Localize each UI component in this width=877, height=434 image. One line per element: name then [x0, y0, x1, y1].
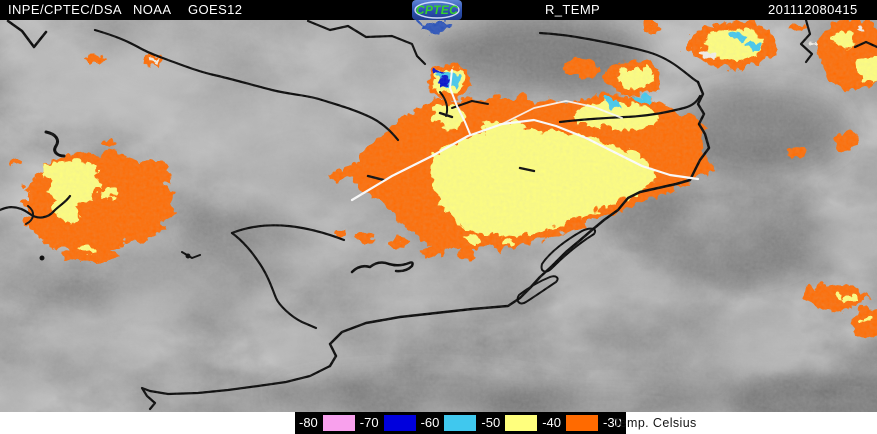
product-label: R_TEMP [545, 2, 601, 17]
scale-title: Temp. Celsius [613, 416, 697, 430]
scale-swatch-yellow [505, 415, 538, 431]
scale-label: -30 [602, 415, 622, 430]
cptec-logo-ellipse [414, 1, 460, 19]
scale-swatch-orange [565, 415, 598, 431]
timestamp-label: 201112080415 [768, 2, 858, 17]
scale-label: -40 [542, 415, 561, 430]
cptec-logo: CPTEC [412, 0, 462, 20]
scale-label: -50 [481, 415, 501, 430]
cptec-logo-text: CPTEC [415, 3, 459, 17]
scale-swatch-pink [322, 415, 355, 431]
scale-swatch-blue [383, 415, 416, 431]
scale-label: -60 [420, 415, 440, 430]
agency-label: INPE/CPTEC/DSA [8, 2, 122, 17]
temperature-scale: -80 -70 -60 -50 -40 -30 [295, 412, 626, 434]
scale-label: -70 [359, 415, 379, 430]
scale-swatch-cyan [444, 415, 477, 431]
header-bar: INPE/CPTEC/DSA NOAA GOES12 CPTEC R_TEMP … [0, 0, 877, 20]
legend-bar: -80 -70 -60 -50 -40 -30 Temp. Celsius [0, 412, 877, 434]
network-label: NOAA [133, 2, 172, 17]
satellite-label: GOES12 [188, 2, 243, 17]
scale-label: -80 [299, 415, 318, 430]
